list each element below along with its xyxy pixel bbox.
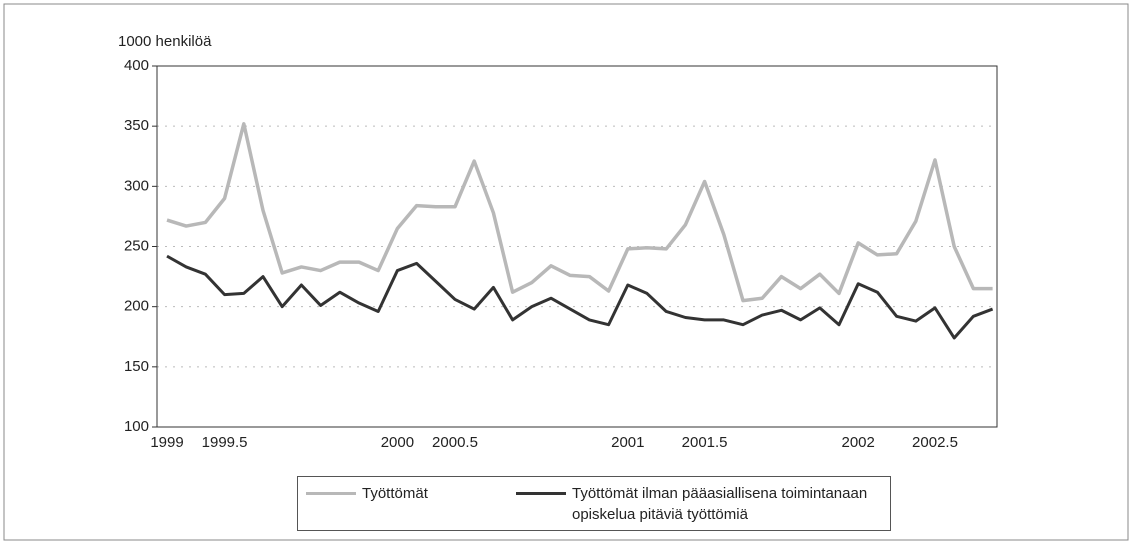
y-tick-label: 350 [124, 117, 149, 134]
x-tick-label: 2001.5 [682, 434, 728, 451]
legend-item: Työttömät [306, 483, 428, 504]
legend-label: Työttömät ilman pääasiallisena toimintan… [572, 485, 868, 523]
y-tick-label: 300 [124, 177, 149, 194]
legend-label: Työttömät [362, 485, 428, 502]
y-axis-label: 1000 henkilöä [118, 33, 212, 50]
series-line [166, 122, 993, 303]
x-tick-label: 1999.5 [202, 434, 248, 451]
y-tick-label: 150 [124, 358, 149, 375]
series-line [166, 254, 994, 340]
y-tick-label: 200 [124, 298, 149, 315]
plot-area [156, 65, 998, 428]
y-tick-label: 250 [124, 237, 149, 254]
y-tick-label: 400 [124, 57, 149, 74]
x-tick-label: 2000.5 [432, 434, 478, 451]
x-tick-label: 2001 [611, 434, 644, 451]
legend-swatch [306, 492, 356, 495]
x-tick-label: 2002.5 [912, 434, 958, 451]
x-tick-label: 1999 [150, 434, 183, 451]
legend: Työttömät Työttömät ilman pääasiallisena … [297, 476, 891, 531]
y-tick-label: 100 [124, 418, 149, 435]
x-tick-label: 2002 [842, 434, 875, 451]
legend-item: Työttömät ilman pääasiallisena toimintan… [516, 483, 932, 525]
legend-swatch [516, 492, 566, 495]
x-tick-label: 2000 [381, 434, 414, 451]
frame [3, 3, 1129, 541]
